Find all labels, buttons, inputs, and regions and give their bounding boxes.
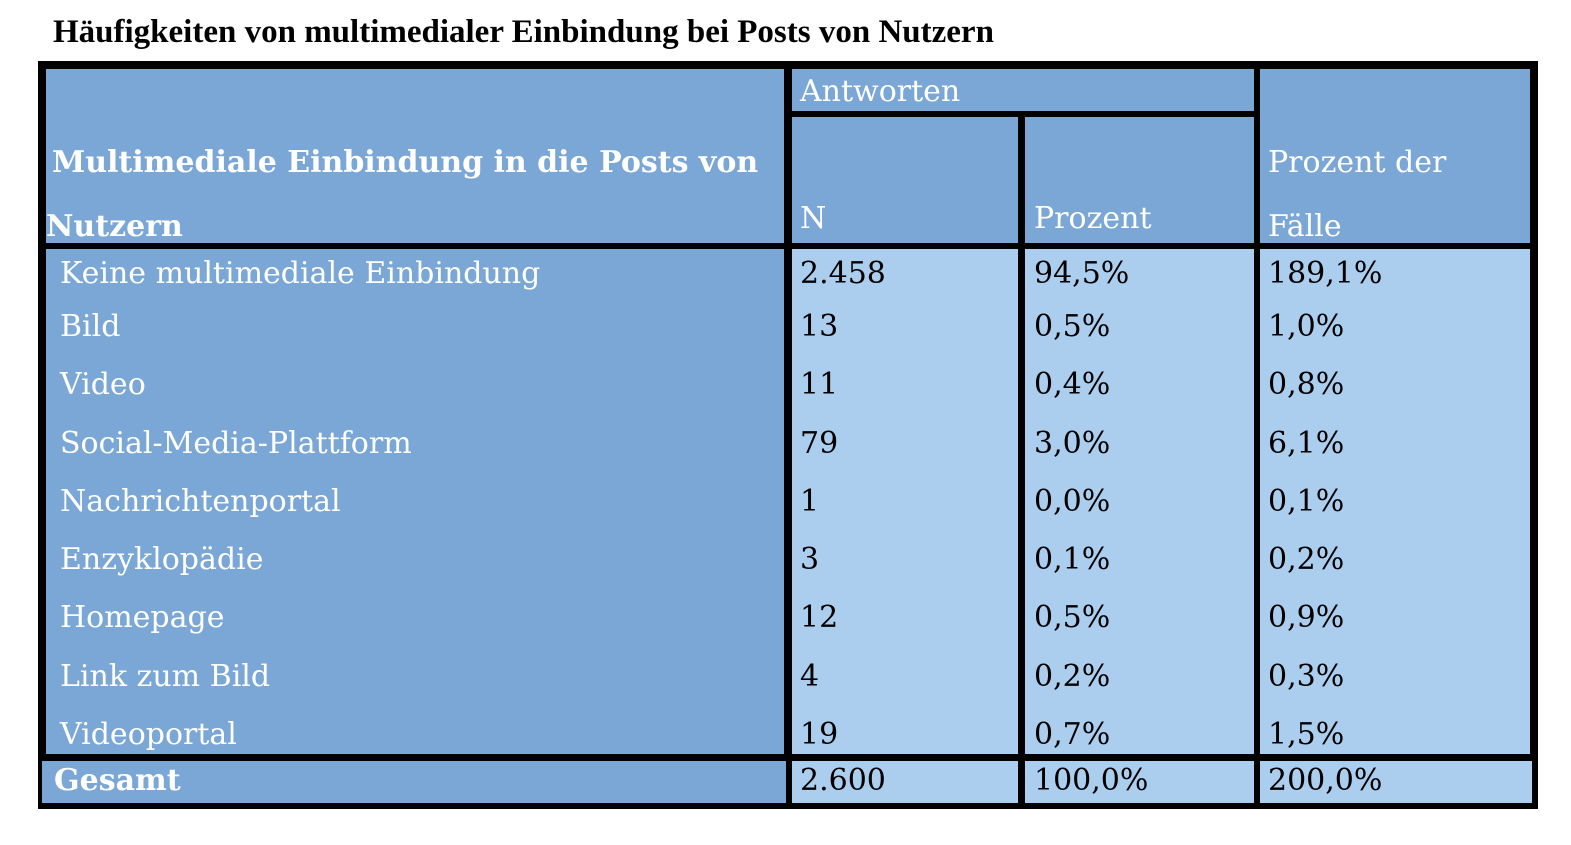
- cell-n: 11: [800, 367, 839, 402]
- header-row-label-cell: Multimediale Einbindung in die Posts von…: [46, 69, 784, 243]
- cell-n: 2.458: [800, 256, 886, 291]
- cell-n: 12: [800, 600, 839, 635]
- cell-prozent: 94,5%: [1034, 256, 1130, 291]
- row-label: Bild: [60, 309, 121, 344]
- cell-faelle: 189,1%: [1268, 256, 1383, 291]
- cell-prozent: 0,5%: [1034, 309, 1111, 344]
- row-label: Video: [60, 367, 146, 402]
- cell-faelle: 1,0%: [1268, 309, 1345, 344]
- body-faelle-column: 189,1% 1,0% 0,8% 6,1% 0,1% 0,2% 0,9% 0,3…: [1260, 249, 1530, 754]
- cell-n: 1: [800, 484, 820, 519]
- total-faelle: 200,0%: [1268, 763, 1383, 798]
- cell-n: 79: [800, 426, 839, 461]
- table-title: Häufigkeiten von multimedialer Einbindun…: [53, 14, 994, 50]
- cell-prozent: 0,7%: [1034, 717, 1111, 752]
- header-col-n: N: [792, 117, 1018, 243]
- body-label-column: Keine multimediale Einbindung Bild Video…: [46, 249, 784, 754]
- body-prozent-column: 94,5% 0,5% 0,4% 3,0% 0,0% 0,1% 0,5% 0,2%…: [1025, 249, 1254, 754]
- total-prozent: 100,0%: [1034, 763, 1149, 798]
- cell-faelle: 0,1%: [1268, 484, 1345, 519]
- cell-n: 3: [800, 542, 820, 577]
- row-label: Videoportal: [60, 717, 237, 752]
- total-n-cell: 2.600: [792, 761, 1018, 803]
- cell-prozent: 0,0%: [1034, 484, 1111, 519]
- cell-faelle: 0,8%: [1268, 367, 1345, 402]
- header-group-label: Antworten: [800, 74, 961, 109]
- cell-faelle: 0,3%: [1268, 659, 1345, 694]
- row-label: Link zum Bild: [60, 659, 271, 694]
- total-faelle-cell: 200,0%: [1260, 761, 1532, 803]
- cell-prozent: 0,1%: [1034, 542, 1111, 577]
- row-label: Homepage: [60, 600, 225, 635]
- cell-prozent: 0,4%: [1034, 367, 1111, 402]
- header-col-prozent-label: Prozent: [1034, 201, 1152, 236]
- row-label: Keine multimediale Einbindung: [60, 256, 541, 291]
- header-row-label-line2: Nutzern: [46, 209, 183, 244]
- header-col-prozent: Prozent: [1025, 117, 1254, 243]
- header-col-faelle: Prozent der Fälle: [1260, 69, 1530, 243]
- cell-n: 4: [800, 659, 820, 694]
- total-label: Gesamt: [54, 763, 181, 798]
- row-label: Social-Media-Plattform: [60, 426, 412, 461]
- header-col-faelle-line2: Fälle: [1268, 209, 1342, 244]
- row-label: Nachrichtenportal: [60, 484, 341, 519]
- total-label-cell: Gesamt: [42, 761, 786, 803]
- cell-prozent: 3,0%: [1034, 426, 1111, 461]
- header-group-antworten: Antworten: [792, 69, 1254, 111]
- header-col-n-label: N: [800, 201, 827, 236]
- frequency-table: Multimediale Einbindung in die Posts von…: [38, 61, 1538, 809]
- header-col-faelle-line1: Prozent der: [1268, 145, 1447, 180]
- cell-prozent: 0,2%: [1034, 659, 1111, 694]
- body-n-column: 2.458 13 11 79 1 3 12 4 19: [792, 249, 1018, 754]
- total-prozent-cell: 100,0%: [1025, 761, 1254, 803]
- total-n: 2.600: [800, 763, 886, 798]
- cell-n: 13: [800, 309, 839, 344]
- cell-prozent: 0,5%: [1034, 600, 1111, 635]
- cell-faelle: 1,5%: [1268, 717, 1345, 752]
- cell-n: 19: [800, 717, 839, 752]
- cell-faelle: 0,9%: [1268, 600, 1345, 635]
- header-row-label-line1: Multimediale Einbindung in die Posts von: [52, 145, 759, 180]
- cell-faelle: 6,1%: [1268, 426, 1345, 461]
- cell-faelle: 0,2%: [1268, 542, 1345, 577]
- row-label: Enzyklopädie: [60, 542, 264, 577]
